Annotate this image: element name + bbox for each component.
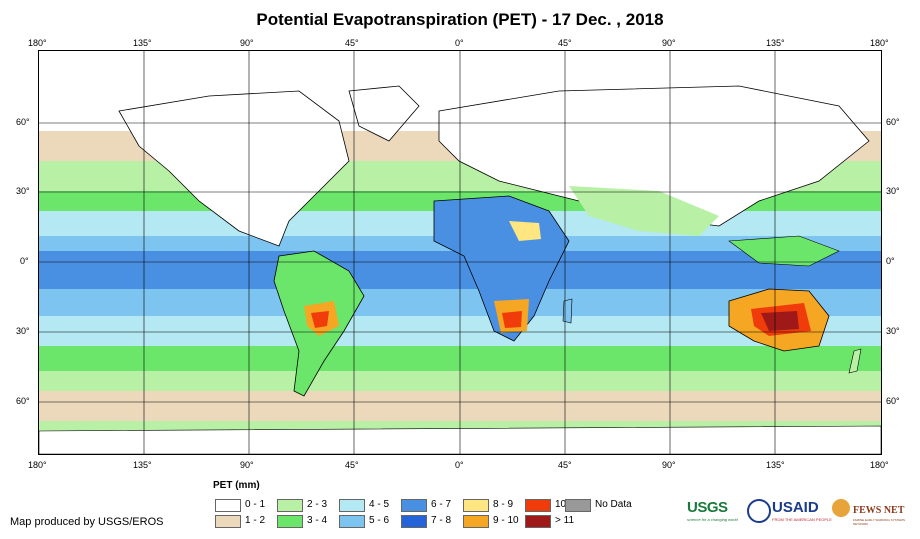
lat-label: 0° [886, 256, 895, 266]
usgs-logo: USGS science for a changing world [687, 499, 738, 522]
lon-label: 180° [28, 460, 47, 470]
lat-label: 30° [16, 326, 30, 336]
africa-sahel-warm [509, 221, 541, 241]
legend-swatch [215, 515, 241, 528]
fewsnet-logo-text: FEWS NET [853, 505, 905, 516]
legend-swatch [277, 515, 303, 528]
south-america-hotspot [311, 311, 329, 328]
legend-label: No Data [595, 499, 632, 510]
legend-label: 4 - 5 [369, 499, 390, 510]
lon-label: 90° [662, 38, 676, 48]
lat-label: 30° [886, 326, 900, 336]
fewsnet-globe-icon [832, 499, 850, 517]
lon-label: 180° [870, 460, 889, 470]
lon-label: 135° [766, 460, 785, 470]
lon-label: 0° [455, 460, 464, 470]
usaid-logo-text: USAID [772, 499, 819, 516]
lon-label: 180° [870, 38, 889, 48]
lon-label: 45° [558, 460, 572, 470]
lat-label: 60° [886, 396, 900, 406]
legend-label: 0 - 1 [245, 499, 266, 510]
greenland [348, 85, 420, 142]
legend-label: 8 - 9 [493, 499, 514, 510]
legend-swatch [277, 499, 303, 512]
legend-title: PET (mm) [213, 480, 260, 491]
fewsnet-tagline: FAMINE EARLY WARNING SYSTEMS NETWORK [853, 518, 905, 526]
usaid-tagline: FROM THE AMERICAN PEOPLE [772, 517, 832, 522]
legend-swatch [525, 499, 551, 512]
legend-label: 7 - 8 [431, 515, 452, 526]
lat-label: 30° [886, 186, 900, 196]
lat-label: 0° [20, 256, 29, 266]
map-title: Potential Evapotranspiration (PET) - 17 … [256, 10, 664, 29]
south-asia [569, 186, 719, 236]
lat-label: 60° [16, 396, 30, 406]
lon-label: 135° [133, 38, 152, 48]
map-credit: Map produced by USGS/EROS [10, 516, 164, 528]
legend-swatch [463, 515, 489, 528]
legend-swatch [565, 499, 591, 512]
usgs-tagline: science for a changing world [687, 517, 738, 522]
legend-swatch [401, 515, 427, 528]
legend-label: 9 - 10 [493, 515, 519, 526]
partner-logos: USGS science for a changing world USAID … [687, 497, 912, 533]
legend-label: 2 - 3 [307, 499, 328, 510]
legend-swatch [463, 499, 489, 512]
lon-label: 135° [133, 460, 152, 470]
lat-label: 30° [16, 186, 30, 196]
legend-swatch [525, 515, 551, 528]
fewsnet-logo: FEWS NET FAMINE EARLY WARNING SYSTEMS NE… [853, 500, 912, 526]
graticule [39, 51, 881, 454]
lat-label: 60° [16, 117, 30, 127]
southern-africa-hotspot [502, 311, 522, 328]
legend-swatch [339, 515, 365, 528]
lon-label: 0° [455, 38, 464, 48]
lon-label: 90° [240, 38, 254, 48]
legend-label: 3 - 4 [307, 515, 328, 526]
legend-label: 6 - 7 [431, 499, 452, 510]
lon-label: 90° [662, 460, 676, 470]
legend-swatch [215, 499, 241, 512]
legend-swatch [339, 499, 365, 512]
lon-label: 45° [345, 460, 359, 470]
legend-label: 1 - 2 [245, 515, 266, 526]
australia-hotspot [761, 311, 799, 331]
north-america [118, 90, 350, 247]
lon-label: 90° [240, 460, 254, 470]
usaid-seal-icon [747, 499, 771, 523]
pet-map [38, 50, 882, 455]
usgs-logo-text: USGS [687, 499, 728, 516]
pet-map-canvas [39, 51, 881, 454]
usaid-logo: USAID FROM THE AMERICAN PEOPLE [772, 499, 832, 522]
pet-legend: PET (mm) 0 - 1 1 - 2 2 - 3 3 - 4 4 - 5 5… [213, 480, 675, 535]
lat-label: 60° [886, 117, 900, 127]
lon-label: 45° [345, 38, 359, 48]
legend-swatch [401, 499, 427, 512]
legend-label: 5 - 6 [369, 515, 390, 526]
lon-label: 45° [558, 38, 572, 48]
new-zealand [848, 348, 862, 374]
madagascar [562, 298, 573, 324]
lon-label: 180° [28, 38, 47, 48]
maritime-southeast-asia [728, 235, 840, 267]
legend-label: > 11 [555, 515, 574, 526]
lon-label: 135° [766, 38, 785, 48]
